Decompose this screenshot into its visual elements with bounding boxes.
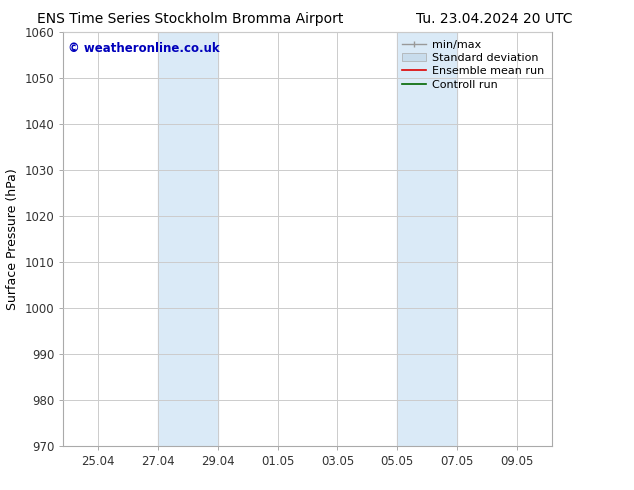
- Bar: [397, 32, 457, 446]
- Y-axis label: Surface Pressure (hPa): Surface Pressure (hPa): [6, 168, 19, 310]
- Bar: [158, 32, 218, 446]
- Legend: min/max, Standard deviation, Ensemble mean run, Controll run: min/max, Standard deviation, Ensemble me…: [399, 37, 546, 92]
- Text: © weatheronline.co.uk: © weatheronline.co.uk: [68, 42, 220, 55]
- Text: ENS Time Series Stockholm Bromma Airport: ENS Time Series Stockholm Bromma Airport: [37, 12, 344, 26]
- Text: Tu. 23.04.2024 20 UTC: Tu. 23.04.2024 20 UTC: [417, 12, 573, 26]
